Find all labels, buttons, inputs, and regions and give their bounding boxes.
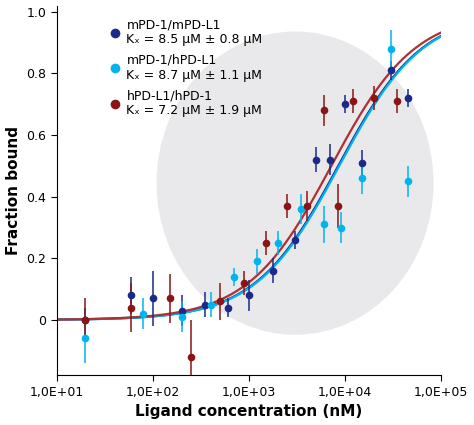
Legend: mPD-1/mPD-L1
Kₓ = 8.5 μM ± 0.8 μM, mPD-1/hPD-L1
Kₓ = 8.7 μM ± 1.1 μM, hPD-L1/hPD: mPD-1/mPD-L1 Kₓ = 8.5 μM ± 0.8 μM, mPD-1… <box>109 15 265 119</box>
Y-axis label: Fraction bound: Fraction bound <box>6 126 20 255</box>
Ellipse shape <box>156 31 434 335</box>
X-axis label: Ligand concentration (nM): Ligand concentration (nM) <box>135 405 363 419</box>
